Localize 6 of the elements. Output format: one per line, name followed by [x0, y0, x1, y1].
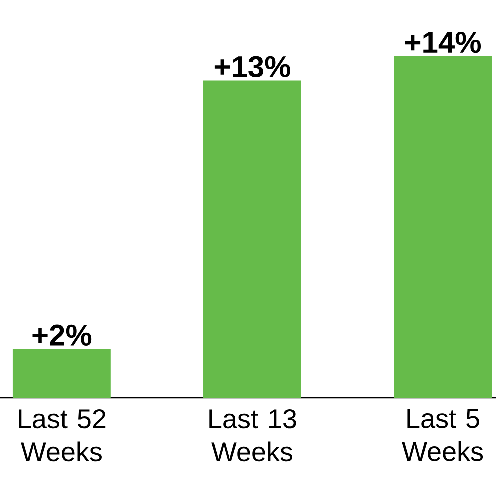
x-tick-label: Last 13 Weeks: [210, 410, 296, 462]
data-label: +2%: [32, 324, 92, 346]
x-tick-label: Last 52 Weeks: [19, 410, 106, 462]
data-label: +14%: [405, 32, 482, 54]
data-label: +13%: [214, 56, 290, 78]
x-tick-label: Last 5 Weeks: [402, 410, 484, 462]
